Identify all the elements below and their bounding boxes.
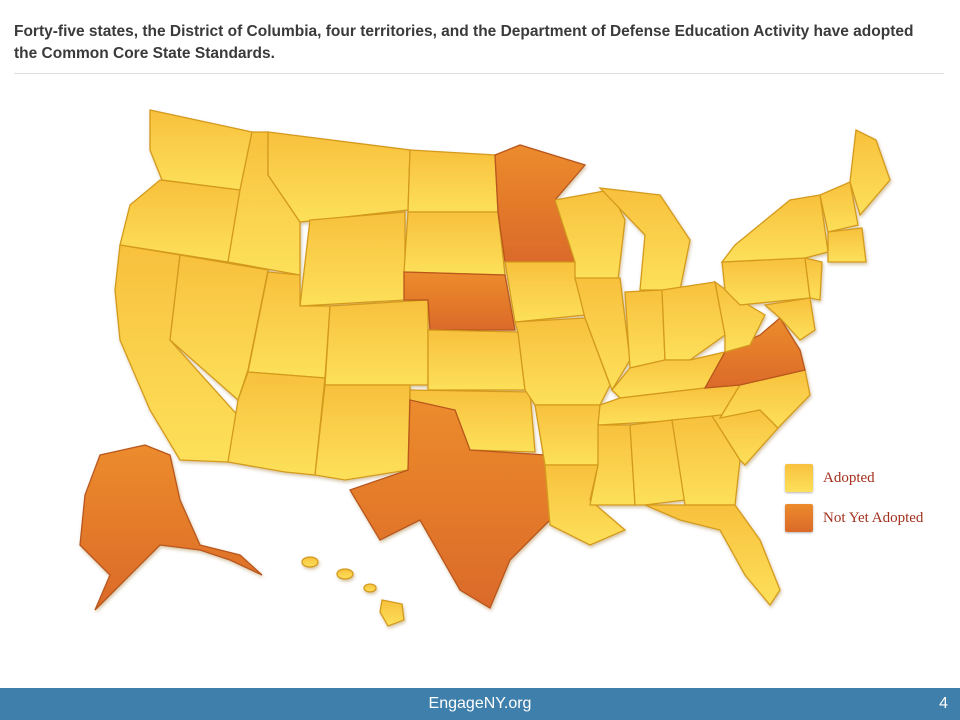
state-iowa [504, 261, 586, 323]
legend-label-adopted: Adopted [823, 469, 875, 486]
state-hawaii-big-island [379, 599, 405, 627]
state-kansas [427, 329, 526, 391]
map-legend: Adopted Not Yet Adopted [785, 462, 955, 542]
state-new-mexico [314, 384, 411, 481]
legend-swatch-not-yet-adopted [785, 504, 813, 532]
state-hawaii-3 [363, 583, 377, 593]
state-massachusetts [827, 227, 867, 263]
state-washington [149, 109, 253, 191]
state-arizona [227, 371, 326, 476]
legend-label-not-yet-adopted: Not Yet Adopted [823, 509, 924, 526]
legend-item-adopted: Adopted [785, 462, 955, 494]
state-maryland [763, 297, 816, 341]
state-alaska [79, 444, 263, 611]
slide-header: Forty-five states, the District of Colum… [14, 23, 914, 62]
state-mississippi [589, 424, 636, 506]
state-new-jersey [804, 257, 823, 301]
state-georgia [671, 415, 741, 506]
state-wyoming [299, 211, 406, 307]
state-new-hampshire [819, 181, 859, 233]
state-hawaii-1 [301, 556, 319, 568]
us-map [79, 109, 891, 627]
state-south-dakota [403, 211, 506, 276]
state-illinois [574, 277, 631, 392]
footer-site-link[interactable]: EngageNY.org [428, 695, 532, 712]
legend-item-not-yet-adopted: Not Yet Adopted [785, 502, 955, 534]
state-indiana [624, 289, 666, 369]
state-texas [349, 399, 551, 609]
state-hawaii-2 [336, 568, 354, 580]
state-florida [644, 504, 781, 607]
legend-swatch-adopted [785, 464, 813, 492]
state-arkansas [534, 404, 601, 466]
state-north-dakota [407, 149, 499, 213]
header-divider [14, 73, 944, 74]
page-number: 4 [939, 695, 948, 712]
state-alabama [629, 419, 686, 506]
state-colorado [324, 299, 429, 386]
state-maine [849, 129, 891, 217]
state-pennsylvania [721, 257, 811, 306]
state-ohio [661, 281, 726, 361]
slide-footer: EngageNY.org 4 [0, 688, 960, 720]
state-new-york [720, 194, 829, 263]
